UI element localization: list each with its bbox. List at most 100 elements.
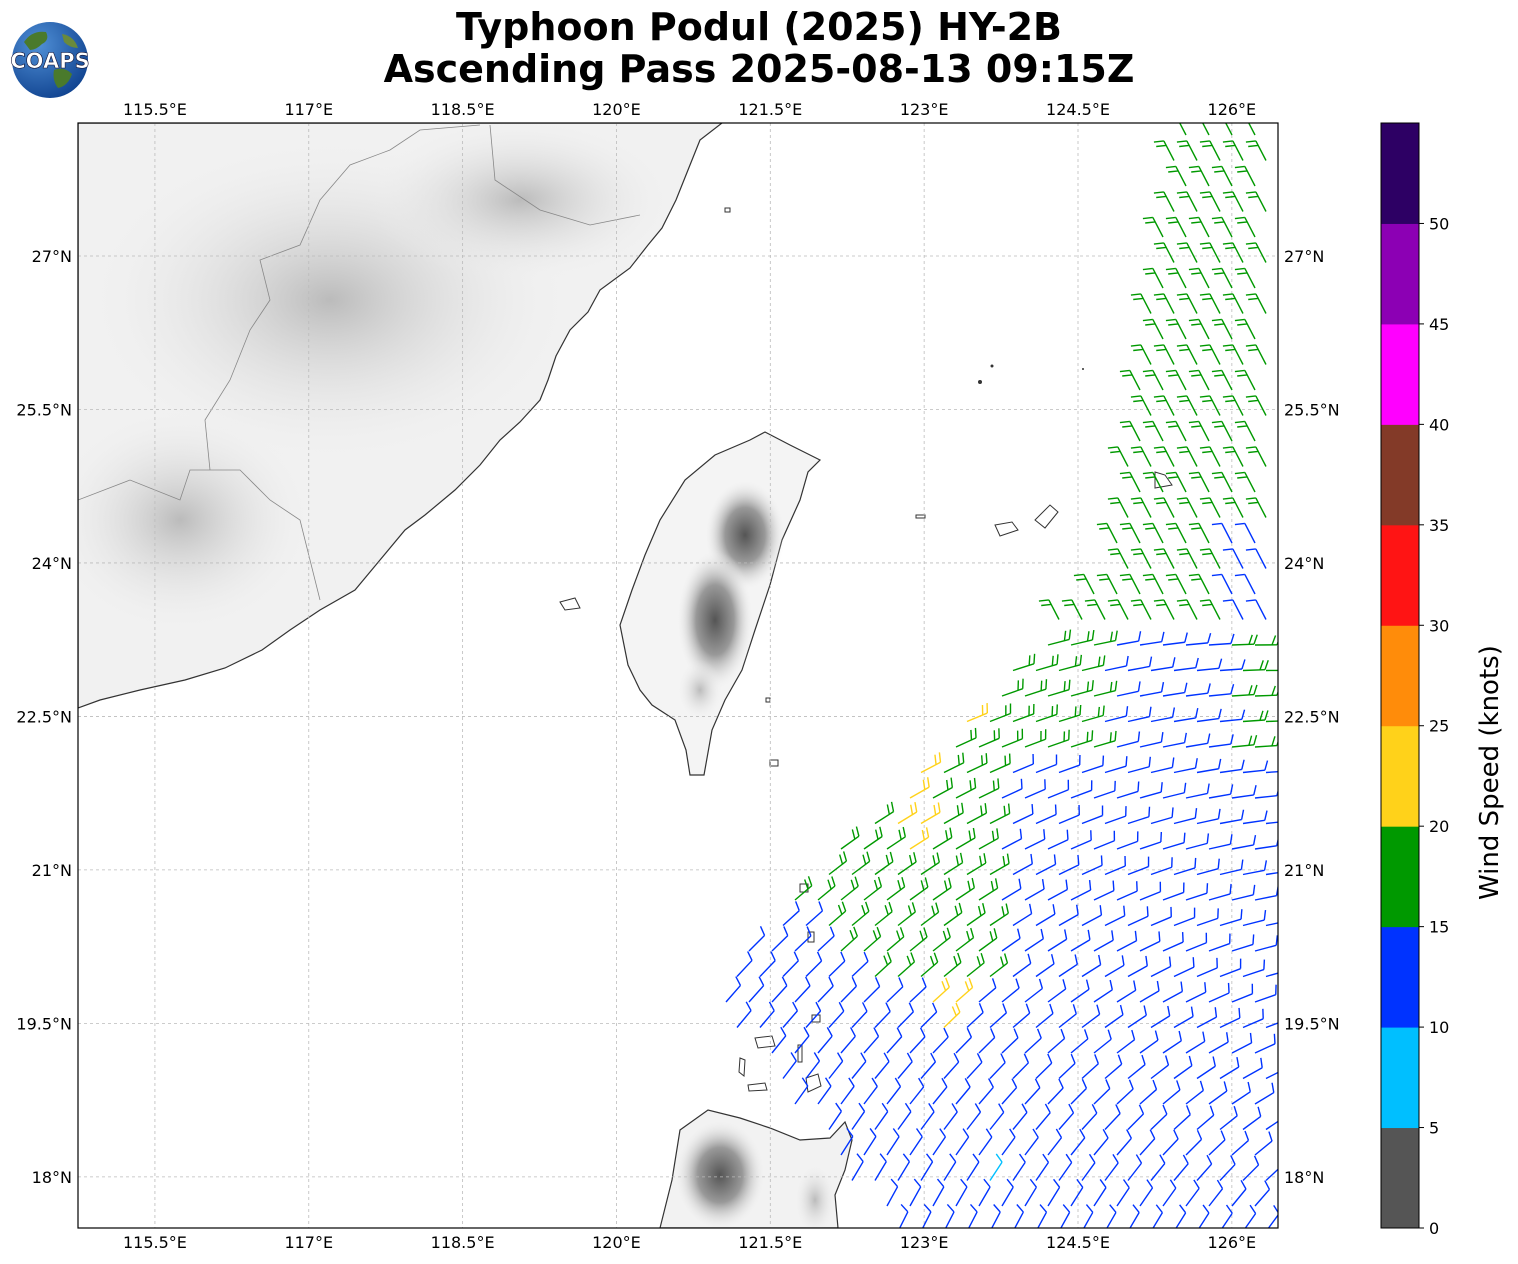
wind-barb <box>1139 1030 1159 1054</box>
wind-barb <box>1231 785 1257 799</box>
wind-barb <box>1222 293 1244 314</box>
wind-barb <box>932 977 950 1003</box>
wind-barb <box>1211 267 1233 289</box>
wind-barb <box>920 952 939 978</box>
wind-barb <box>1231 983 1254 1003</box>
wind-barb <box>1221 1204 1233 1228</box>
wind-barb <box>921 1203 932 1228</box>
wind-barb <box>1176 395 1198 416</box>
wind-barb <box>1104 756 1128 774</box>
wind-barb <box>1024 978 1044 1003</box>
wind-barb <box>1130 599 1152 620</box>
wind-barb <box>1185 733 1211 748</box>
wind-barb <box>1001 778 1023 799</box>
wind-barb <box>886 927 905 952</box>
wind-barb <box>1014 1204 1024 1228</box>
wind-barb <box>1070 780 1093 799</box>
wind-barb <box>1104 1054 1123 1080</box>
wind-barb <box>1185 883 1209 901</box>
wind-barb <box>1047 829 1069 850</box>
wind-barb <box>1265 1022 1278 1029</box>
wind-barb <box>1231 1130 1250 1156</box>
wind-barb <box>1012 1003 1031 1029</box>
land-layer <box>78 123 1173 1228</box>
wind-barb <box>1245 497 1267 518</box>
wind-barb <box>1012 754 1035 774</box>
wind-barb <box>1150 657 1176 672</box>
wind-barb <box>1173 1055 1193 1080</box>
wind-barb <box>1107 548 1129 569</box>
wind-barb <box>1024 729 1047 748</box>
wind-barb <box>1058 1053 1076 1080</box>
wind-barb <box>1173 857 1197 876</box>
wind-barb <box>1188 165 1210 187</box>
wind-barb <box>863 926 882 952</box>
lon-tick-label-top: 117°E <box>284 100 333 119</box>
colorbar-tick-label: 20 <box>1429 817 1449 836</box>
wind-barb <box>1211 573 1233 595</box>
wind-barb <box>1104 1104 1121 1130</box>
wind-barb <box>1130 344 1152 365</box>
wind-barb <box>748 926 766 952</box>
wind-barb <box>966 1053 983 1079</box>
wind-barb <box>1254 788 1278 799</box>
wind-barb <box>1234 216 1256 238</box>
wind-barb <box>1208 784 1234 799</box>
wind-barb <box>1196 808 1221 825</box>
wind-barb <box>1093 680 1118 697</box>
wind-barb <box>1222 599 1244 620</box>
colorbar-tick-label: 5 <box>1429 1119 1439 1138</box>
wind-barb <box>1208 933 1231 952</box>
lat-tick-label-right: 19.5°N <box>1284 1014 1340 1033</box>
wind-barb <box>1219 809 1245 825</box>
wind-barb <box>840 926 858 952</box>
wind-barb <box>1093 979 1113 1003</box>
colorbar-tick-label: 35 <box>1429 516 1449 535</box>
wind-barb <box>1188 522 1210 544</box>
colorbar-segment <box>1381 323 1419 425</box>
wind-barb <box>1001 978 1020 1003</box>
wind-barb <box>1176 548 1198 569</box>
wind-barb <box>920 1153 934 1181</box>
wind-barb <box>1162 1030 1182 1054</box>
wind-barb <box>1081 1103 1098 1130</box>
wind-barb <box>1242 860 1268 876</box>
wind-barb <box>1208 684 1235 697</box>
wind-barb <box>1185 982 1207 1003</box>
wind-barb <box>1173 1154 1189 1181</box>
wind-barb <box>1153 497 1175 518</box>
wind-barb <box>1254 935 1278 952</box>
wind-barb <box>1070 830 1092 850</box>
wind-barb <box>897 1002 915 1028</box>
wind-barb <box>1116 1079 1134 1105</box>
wind-barb <box>1047 879 1069 901</box>
logo-text: COAPS <box>10 49 89 73</box>
wind-barb <box>1185 932 1208 952</box>
wind-barb <box>978 728 1000 748</box>
wind-barb <box>955 927 975 952</box>
wind-barb <box>978 878 999 901</box>
wind-barb <box>1142 522 1164 544</box>
wind-barb <box>1081 855 1103 876</box>
wind-barb <box>874 952 892 978</box>
wind-barb <box>1070 929 1091 952</box>
wind-barb <box>1173 1105 1191 1131</box>
wind-barb <box>1130 446 1152 467</box>
wind-barb <box>794 976 811 1003</box>
wind-barb <box>1208 1032 1229 1054</box>
wind-barb <box>978 978 997 1003</box>
wind-barb <box>920 752 942 774</box>
colorbar-tick-label: 40 <box>1429 415 1449 434</box>
wind-barb <box>1047 1078 1064 1105</box>
wind-barb <box>1024 1128 1039 1156</box>
wind-barb <box>1037 1204 1048 1228</box>
wind-barb <box>1234 369 1256 391</box>
wind-barb <box>817 976 834 1003</box>
wind-barb <box>805 951 823 977</box>
wind-barb <box>1106 1204 1117 1228</box>
wind-barb <box>1001 928 1021 952</box>
wind-barb <box>1199 140 1221 161</box>
wind-barb <box>1208 734 1234 748</box>
wind-barb <box>1047 629 1072 646</box>
wind-barb <box>1267 1204 1278 1228</box>
